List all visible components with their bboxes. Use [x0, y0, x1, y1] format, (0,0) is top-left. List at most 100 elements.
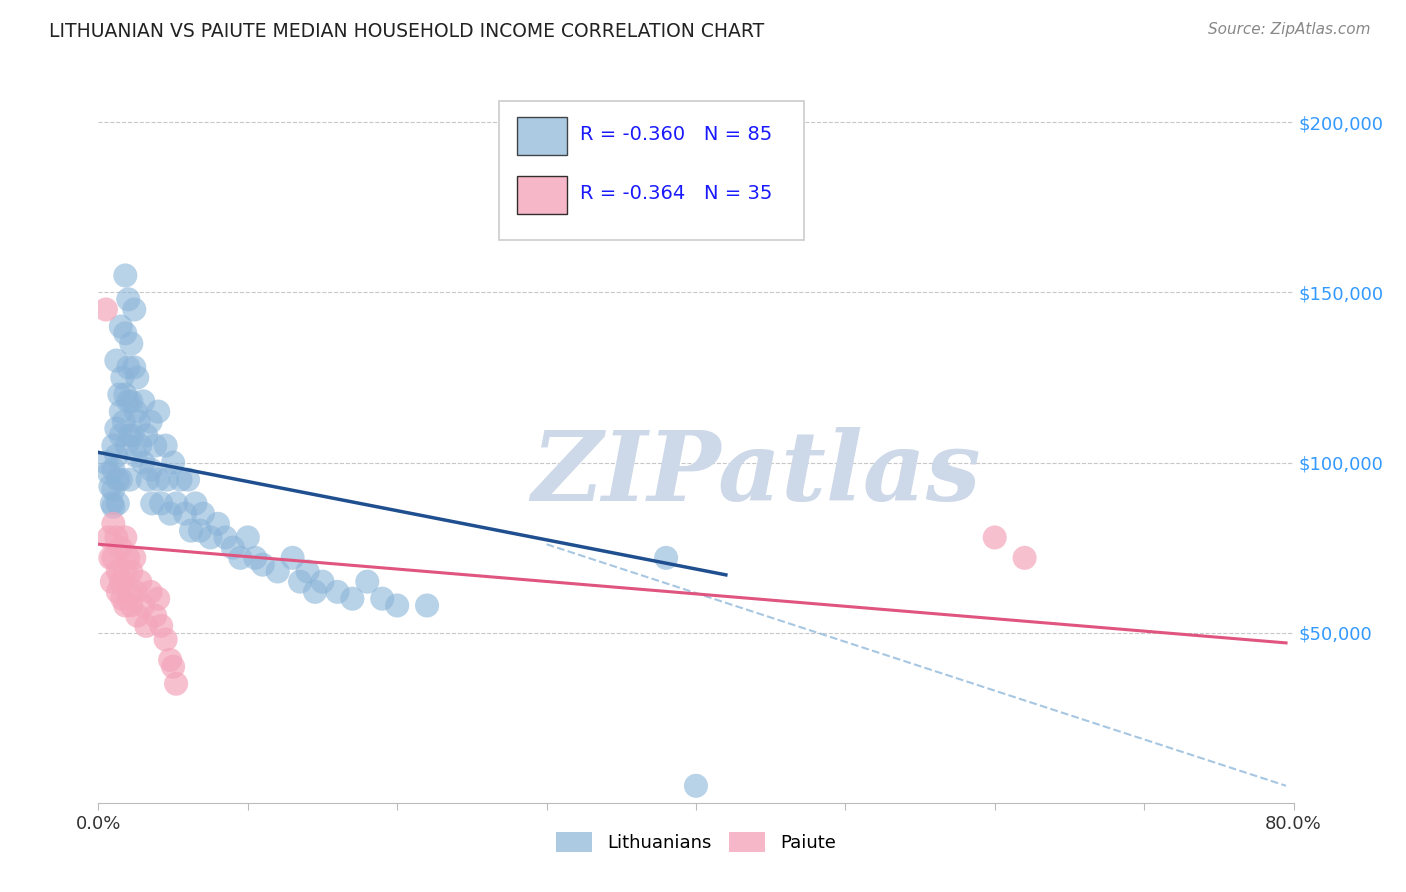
Point	[132, 456, 155, 470]
Point	[94, 302, 117, 317]
Point	[159, 653, 181, 667]
Legend: Lithuanians, Paiute: Lithuanians, Paiute	[548, 824, 844, 860]
Point	[120, 394, 142, 409]
Point	[117, 293, 139, 307]
Point	[105, 421, 128, 435]
Point	[159, 507, 181, 521]
Point	[117, 550, 139, 565]
Point	[156, 473, 179, 487]
Point	[155, 439, 177, 453]
Point	[103, 483, 125, 497]
Point	[143, 608, 166, 623]
FancyBboxPatch shape	[517, 118, 567, 155]
Point	[114, 531, 136, 545]
Point	[124, 360, 146, 375]
Point	[107, 565, 129, 579]
Point	[281, 550, 304, 565]
Point	[326, 585, 349, 599]
Point	[984, 531, 1007, 545]
Text: Source: ZipAtlas.com: Source: ZipAtlas.com	[1208, 22, 1371, 37]
Point	[115, 439, 138, 453]
Point	[136, 473, 159, 487]
Point	[222, 541, 245, 555]
Point	[169, 473, 191, 487]
Point	[125, 449, 148, 463]
Point	[288, 574, 311, 589]
Point	[236, 531, 259, 545]
Point	[127, 608, 149, 623]
Point	[297, 565, 319, 579]
Point	[252, 558, 274, 572]
Point	[188, 524, 211, 538]
Point	[245, 550, 267, 565]
Point	[110, 404, 132, 418]
Point	[103, 439, 125, 453]
Point	[107, 496, 129, 510]
Point	[111, 591, 134, 606]
Text: ZIPatlas: ZIPatlas	[531, 426, 980, 521]
Point	[107, 585, 129, 599]
Point	[103, 550, 125, 565]
Point	[304, 585, 326, 599]
Point	[94, 456, 117, 470]
Point	[103, 500, 125, 514]
Point	[110, 541, 132, 555]
Point	[118, 473, 141, 487]
Point	[229, 550, 252, 565]
Point	[214, 531, 236, 545]
Point	[155, 632, 177, 647]
Point	[114, 268, 136, 283]
Text: LITHUANIAN VS PAIUTE MEDIAN HOUSEHOLD INCOME CORRELATION CHART: LITHUANIAN VS PAIUTE MEDIAN HOUSEHOLD IN…	[49, 22, 765, 41]
Point	[655, 550, 678, 565]
Point	[371, 591, 394, 606]
Point	[120, 599, 142, 613]
Point	[356, 574, 378, 589]
Point	[121, 428, 143, 442]
Point	[135, 428, 157, 442]
Point	[162, 456, 184, 470]
Point	[148, 404, 170, 418]
Point	[139, 585, 162, 599]
Point	[111, 370, 134, 384]
Point	[105, 353, 128, 368]
Point	[685, 779, 707, 793]
Point	[139, 462, 162, 476]
Point	[118, 428, 141, 442]
Point	[148, 473, 170, 487]
Point	[103, 462, 125, 476]
Point	[177, 473, 200, 487]
Point	[200, 531, 222, 545]
Point	[165, 496, 187, 510]
Point	[112, 415, 135, 429]
Point	[101, 574, 124, 589]
Point	[110, 473, 132, 487]
Point	[103, 516, 125, 531]
Point	[120, 336, 142, 351]
Point	[110, 428, 132, 442]
Point	[385, 599, 409, 613]
Point	[143, 439, 166, 453]
Point	[127, 370, 149, 384]
Point	[105, 449, 128, 463]
Point	[110, 319, 132, 334]
Point	[128, 415, 150, 429]
Point	[125, 585, 148, 599]
Point	[132, 394, 155, 409]
Point	[101, 496, 124, 510]
Point	[117, 394, 139, 409]
Point	[97, 466, 120, 480]
Text: R = -0.364   N = 35: R = -0.364 N = 35	[581, 184, 772, 203]
Point	[180, 524, 202, 538]
Point	[132, 599, 155, 613]
Point	[114, 326, 136, 341]
Point	[162, 659, 184, 673]
FancyBboxPatch shape	[517, 176, 567, 214]
Point	[98, 479, 122, 493]
Point	[124, 302, 146, 317]
Point	[184, 496, 207, 510]
Point	[191, 507, 214, 521]
Point	[416, 599, 439, 613]
Point	[207, 516, 229, 531]
Point	[98, 550, 122, 565]
Point	[342, 591, 364, 606]
